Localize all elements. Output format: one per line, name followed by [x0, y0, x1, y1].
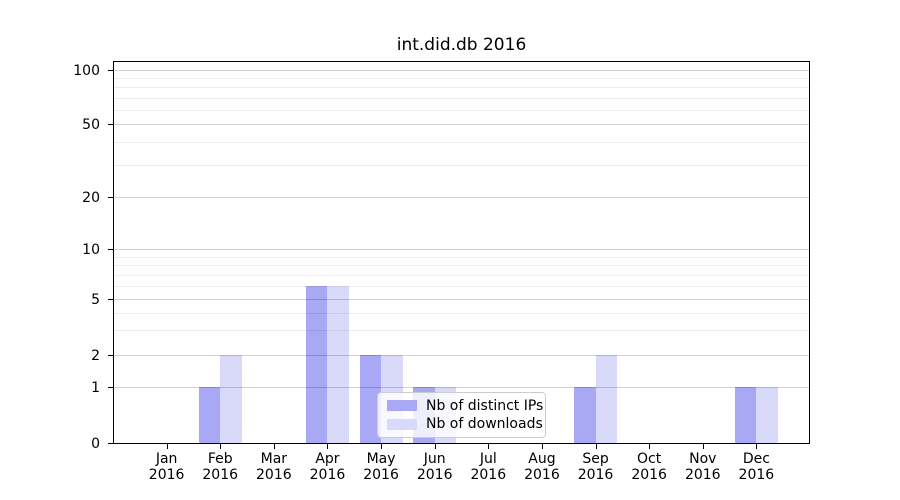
xtick-mark-sep [595, 444, 597, 449]
xtick-mark-jan [166, 444, 168, 449]
gridline-3 [114, 330, 809, 332]
ytick-mark-1 [108, 387, 113, 388]
gridline-2 [114, 355, 809, 356]
gridline-50 [114, 124, 809, 125]
ytick-label-1: 1 [91, 380, 100, 396]
legend: Nb of distinct IPs Nb of downloads [377, 392, 546, 438]
bar-sep-distinct-ips [574, 387, 596, 443]
bar-dec-downloads [756, 387, 778, 443]
gridline-8 [114, 265, 809, 267]
xtick-label-jun: Jun 2016 [416, 451, 453, 483]
gridline-90 [114, 78, 809, 80]
gridline-10 [114, 249, 809, 250]
ytick-label-50: 50 [82, 117, 100, 133]
xtick-label-apr: Apr 2016 [309, 451, 346, 483]
xtick-mark-jun [434, 444, 436, 449]
bar-apr-downloads [327, 285, 349, 443]
ytick-mark-5 [108, 299, 113, 300]
ytick-label-20: 20 [82, 190, 100, 206]
xtick-label-feb: Feb 2016 [202, 451, 239, 483]
xtick-mark-may [381, 444, 383, 449]
xtick-mark-aug [541, 444, 543, 449]
gridline-40 [114, 141, 809, 143]
bar-may-distinct-ips [359, 355, 382, 443]
xtick-label-sep: Sep 2016 [577, 451, 614, 483]
ytick-label-10: 10 [82, 242, 100, 258]
bar-feb-downloads [220, 355, 242, 443]
xtick-label-dec: Dec 2016 [738, 451, 775, 483]
bar-feb-distinct-ips [198, 387, 221, 443]
ytick-mark-50 [108, 124, 113, 125]
plot-area [113, 61, 810, 444]
xtick-label-jan: Jan 2016 [148, 451, 185, 483]
xtick-label-nov: Nov 2016 [684, 451, 721, 483]
xtick-label-aug: Aug 2016 [524, 451, 560, 483]
xtick-label-jul: Jul 2016 [470, 451, 507, 483]
legend-label-distinct-ips: Nb of distinct IPs [426, 397, 544, 414]
gridline-5 [114, 299, 809, 300]
gridline-20 [114, 197, 809, 198]
gridline-100 [114, 70, 809, 71]
ytick-label-5: 5 [91, 292, 100, 308]
xtick-mark-feb [220, 444, 222, 449]
gridline-4 [114, 312, 809, 314]
ytick-mark-100 [108, 70, 113, 71]
legend-label-downloads: Nb of downloads [426, 416, 543, 433]
legend-swatch-downloads [387, 418, 417, 430]
xtick-label-oct: Oct 2016 [631, 451, 667, 483]
xtick-mark-apr [327, 444, 329, 449]
legend-item-downloads: Nb of downloads [387, 416, 543, 432]
gridline-30 [114, 164, 809, 166]
bar-sep-downloads [595, 355, 618, 443]
legend-swatch-distinct-ips [387, 400, 417, 412]
ytick-label-0: 0 [91, 436, 100, 452]
bar-dec-distinct-ips [734, 387, 757, 443]
ytick-label-2: 2 [91, 348, 100, 364]
gridline-1 [114, 387, 809, 388]
xtick-mark-dec [756, 444, 758, 449]
ytick-mark-20 [108, 197, 113, 198]
xtick-label-may: May 2016 [363, 451, 399, 483]
gridline-7 [114, 274, 809, 276]
gridline-9 [114, 256, 809, 258]
ytick-mark-10 [108, 249, 113, 250]
legend-item-distinct-ips: Nb of distinct IPs [387, 398, 543, 414]
xtick-mark-nov [702, 444, 704, 449]
gridline-70 [114, 97, 809, 99]
bar-apr-distinct-ips [305, 285, 328, 443]
xtick-mark-oct [649, 444, 651, 449]
ytick-mark-2 [108, 355, 113, 356]
chart-title: int.did.db 2016 [396, 35, 527, 55]
ytick-label-100: 100 [73, 63, 100, 79]
gridline-80 [114, 87, 809, 89]
gridline-6 [114, 285, 809, 287]
xtick-label-mar: Mar 2016 [256, 451, 292, 483]
xtick-mark-jul [488, 444, 490, 449]
xtick-mark-mar [273, 444, 275, 449]
ytick-mark-0 [108, 443, 113, 444]
gridline-60 [114, 109, 809, 111]
